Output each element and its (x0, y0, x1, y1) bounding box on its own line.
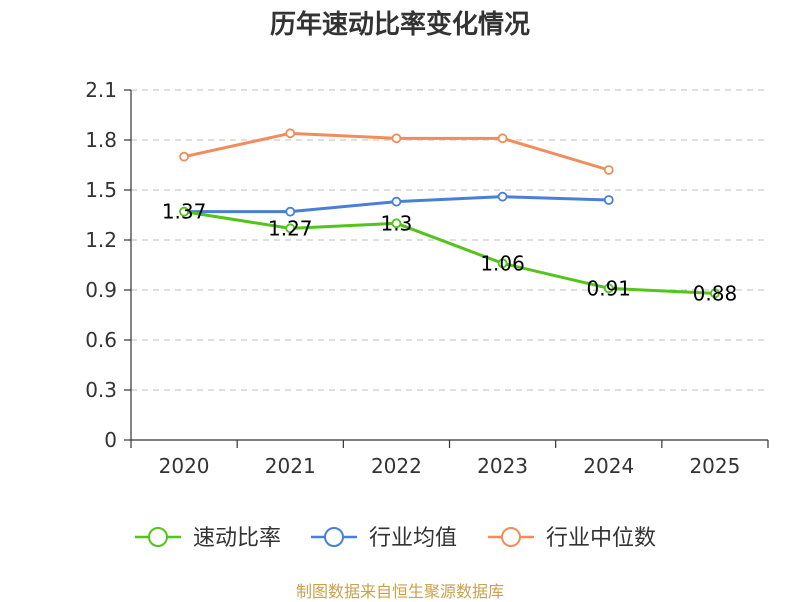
data-point (285, 206, 296, 217)
chart-title: 历年速动比率变化情况 (269, 10, 530, 40)
data-point (603, 165, 614, 175)
data-point (179, 151, 189, 162)
y-tick-label: 1.2 (85, 228, 117, 252)
y-tick-label: 1.5 (85, 178, 117, 202)
data-label: 1.06 (480, 251, 525, 275)
data-point (497, 258, 508, 269)
data-label: 0.91 (586, 276, 631, 300)
legend-marker (148, 527, 168, 547)
y-tick-label: 0.6 (85, 328, 117, 352)
y-tick-label: 1.8 (85, 128, 117, 152)
x-tick-label: 2025 (689, 454, 740, 478)
source-note: 制图数据来自恒生聚源数据库 (295, 582, 504, 601)
y-tick-label: 0.3 (85, 378, 117, 402)
legend: 速动比率 行业均值 行业中位数 (135, 526, 656, 551)
x-tick-label: 2020 (159, 454, 210, 478)
legend-label: 速动比率 (193, 526, 281, 551)
data-point (497, 191, 508, 202)
legend-marker (324, 527, 344, 547)
x-tick-label: 2024 (583, 454, 634, 478)
data-point (710, 288, 720, 299)
legend-marker (501, 527, 521, 547)
data-point (179, 206, 189, 217)
data-point (391, 196, 402, 207)
data-labels: 1.37 1.27 1.3 1.06 0.91 0.88 (162, 200, 737, 306)
y-tick-label: 0.9 (85, 278, 117, 302)
data-label: 1.37 (162, 200, 207, 224)
data-point (497, 133, 508, 144)
grid-lines (131, 89, 768, 391)
x-tick-label: 2022 (371, 454, 422, 478)
data-label: 1.27 (268, 216, 313, 240)
y-tick-label: 2.1 (85, 78, 117, 102)
data-point (603, 283, 614, 294)
y-tick-label: 0 (104, 428, 117, 452)
data-point (391, 133, 402, 144)
data-label: 1.3 (381, 211, 413, 235)
data-point (285, 223, 296, 234)
data-point (603, 195, 614, 205)
data-point (391, 218, 402, 229)
data-label: 0.88 (693, 281, 738, 305)
x-tick-label: 2023 (477, 454, 528, 478)
legend-label: 行业中位数 (546, 526, 656, 551)
axes: 0 0.3 0.6 0.9 1.2 1.5 1.8 2.1 2020 2021 2022 2023 20… (85, 78, 769, 478)
series (179, 128, 720, 299)
data-point (285, 128, 296, 139)
legend-label: 行业均值 (369, 526, 457, 551)
series-line (183, 210, 715, 295)
x-tick-label: 2021 (265, 454, 316, 478)
